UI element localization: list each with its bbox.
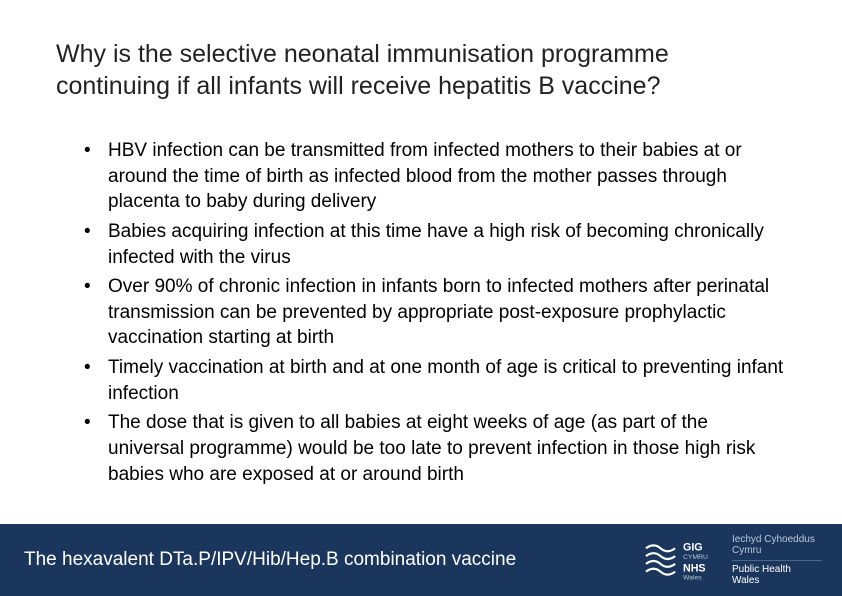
list-item: Over 90% of chronic infection in infants… [84,274,786,351]
logo-gig: GIG [683,541,703,553]
logo-welsh-line1: Iechyd Cyhoeddus [732,534,822,546]
logo-divider [732,560,822,561]
list-item: Babies acquiring infection at this time … [84,219,786,270]
logo-welsh-line2: Cymru [732,545,822,557]
footer-caption: The hexavalent DTa.P/IPV/Hib/Hep.B combi… [24,549,516,571]
logo-english-line1: Public Health [732,564,822,576]
slide-title: Why is the selective neonatal immunisati… [56,38,786,102]
logo-wales: Wales [683,574,702,581]
nhs-wales-logo: GIG CYMRU NHS Wales Iechyd Cyhoeddus Cym… [644,534,822,587]
logo-text-block: Iechyd Cyhoeddus Cymru Public Health Wal… [732,534,822,587]
wave-icon [644,540,677,580]
slide-content: Why is the selective neonatal immunisati… [0,0,842,487]
logo-cymru: CYMRU [683,554,708,561]
list-item: The dose that is given to all babies at … [84,410,786,487]
logo-english-line2: Wales [732,575,822,587]
footer-bar: The hexavalent DTa.P/IPV/Hib/Hep.B combi… [0,524,842,596]
list-item: Timely vaccination at birth and at one m… [84,355,786,406]
logo-mark: GIG CYMRU NHS Wales [644,538,722,582]
logo-nhs: NHS [683,563,706,575]
bullet-list: HBV infection can be transmitted from in… [56,138,786,487]
list-item: HBV infection can be transmitted from in… [84,138,786,215]
gig-nhs-text-icon: GIG CYMRU NHS Wales [683,539,722,581]
